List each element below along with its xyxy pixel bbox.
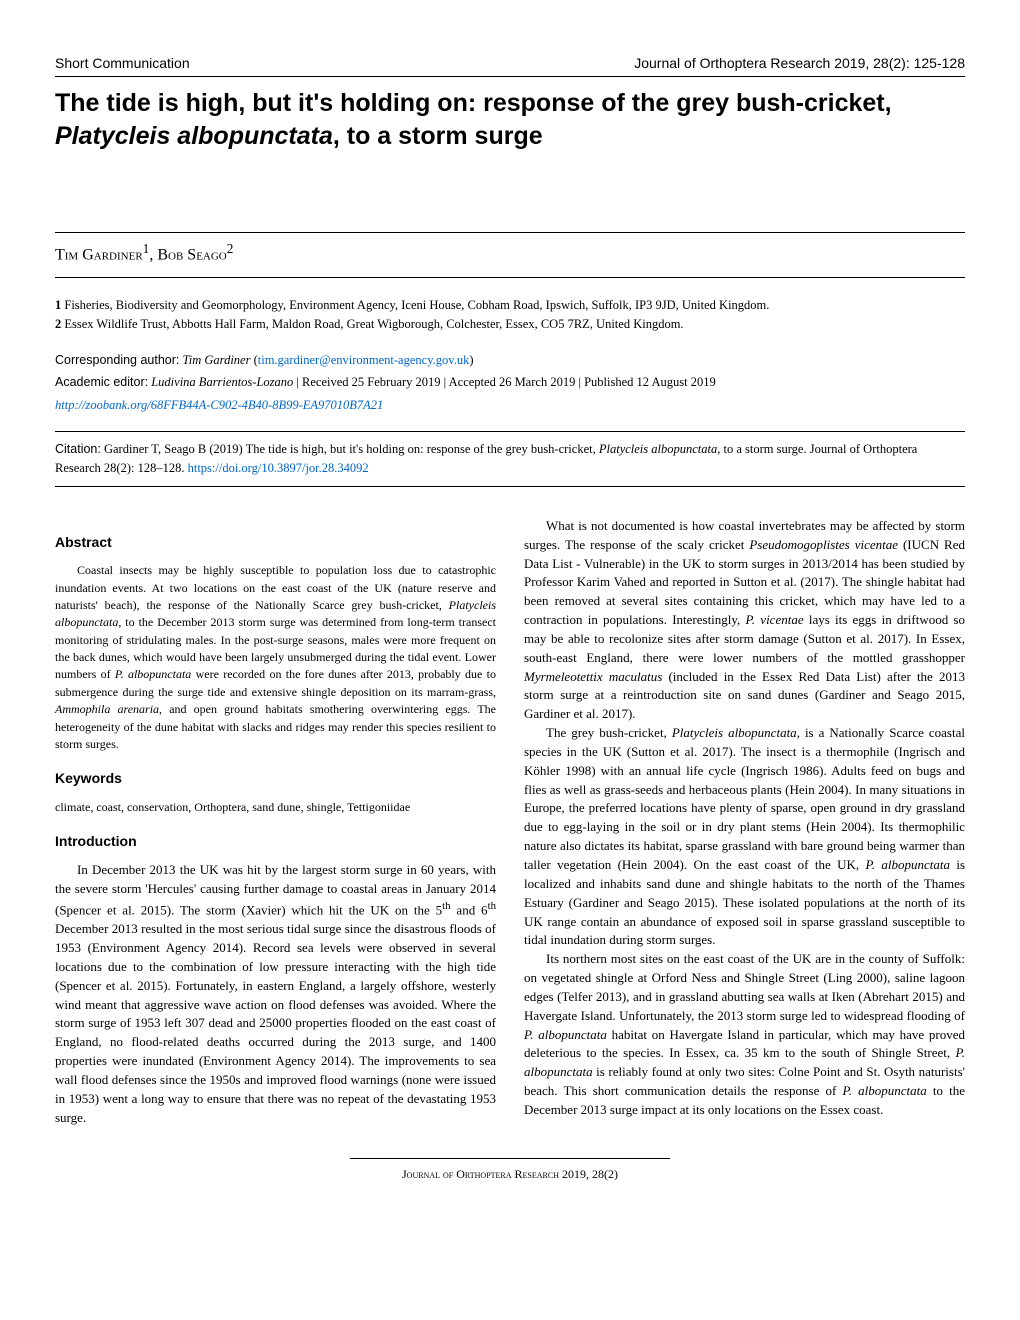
intro-para-4: Its northern most sites on the east coas… xyxy=(524,950,965,1120)
affiliations: 1 Fisheries, Biodiversity and Geomorphol… xyxy=(55,296,965,334)
zoobank-link[interactable]: http://zoobank.org/68FFB44A-C902-4B40-8B… xyxy=(55,394,965,417)
intro-para-2: What is not documented is how coastal in… xyxy=(524,517,965,724)
section-label: Short Communication xyxy=(55,55,190,71)
corresponding-email-link[interactable]: tim.gardiner@environment-agency.gov.uk xyxy=(258,353,470,367)
intro-para-3: The grey bush-cricket, Platycleis albopu… xyxy=(524,724,965,950)
intro-para-1: In December 2013 the UK was hit by the l… xyxy=(55,861,496,1127)
right-column: What is not documented is how coastal in… xyxy=(524,517,965,1128)
corresponding-author: Corresponding author: Tim Gardiner (tim.… xyxy=(55,349,965,372)
abstract-text: Coastal insects may be highly susceptibl… xyxy=(55,562,496,753)
introduction-heading: Introduction xyxy=(55,831,496,851)
meta-block: Corresponding author: Tim Gardiner (tim.… xyxy=(55,349,965,417)
authors-block: Tim Gardiner1, Bob Seago2 xyxy=(55,232,965,278)
academic-editor: Academic editor: Ludivina Barrientos-Loz… xyxy=(55,371,965,394)
abstract-heading: Abstract xyxy=(55,532,496,552)
citation-block: Citation: Gardiner T, Seago B (2019) The… xyxy=(55,431,965,487)
keywords-text: climate, coast, conservation, Orthoptera… xyxy=(55,799,496,816)
authors: Tim Gardiner1, Bob Seago2 xyxy=(55,241,965,264)
page-header: Short Communication Journal of Orthopter… xyxy=(55,55,965,71)
footer-divider xyxy=(350,1158,670,1159)
doi-link[interactable]: https://doi.org/10.3897/jor.28.34092 xyxy=(188,461,369,475)
content-columns: Abstract Coastal insects may be highly s… xyxy=(55,517,965,1128)
keywords-heading: Keywords xyxy=(55,768,496,788)
page-footer: Journal of Orthoptera Research 2019, 28(… xyxy=(55,1167,965,1182)
journal-label: Journal of Orthoptera Research 2019, 28(… xyxy=(634,55,965,71)
header-divider xyxy=(55,76,965,77)
left-column: Abstract Coastal insects may be highly s… xyxy=(55,517,496,1128)
affiliation-1: 1 Fisheries, Biodiversity and Geomorphol… xyxy=(55,296,965,315)
affiliation-2: 2 Essex Wildlife Trust, Abbotts Hall Far… xyxy=(55,315,965,334)
article-title: The tide is high, but it's holding on: r… xyxy=(55,87,965,152)
